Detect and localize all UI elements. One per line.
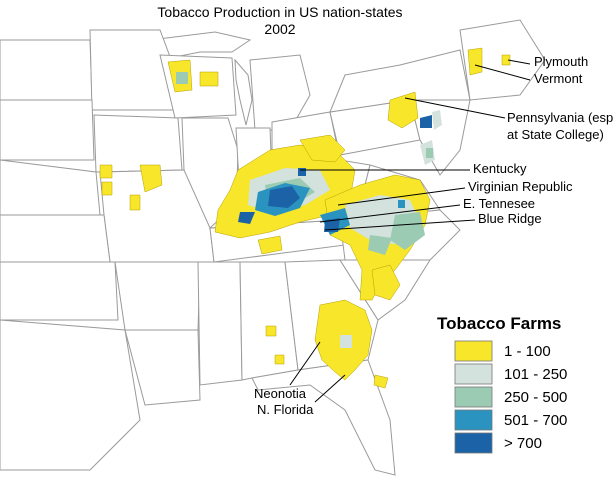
region-minnesota: [89, 29, 176, 111]
legend-title: Tobacco Farms: [437, 314, 561, 333]
callout-plymouth: Plymouth: [534, 54, 588, 69]
callout-neonotia: Neonotia: [254, 386, 307, 401]
legend-swatch: [454, 409, 493, 431]
lake-michigan: [234, 58, 253, 126]
patch-virginia-blue: [320, 200, 405, 235]
legend-label: 250 - 500: [504, 389, 567, 406]
region-mississippi: [197, 261, 243, 386]
patch-georgia-light: [340, 335, 352, 348]
patch-maryland-green: [426, 148, 433, 158]
region-south-dakota: [0, 99, 95, 161]
patch-kentucky-dark: [238, 168, 306, 224]
callout-lines: [289, 59, 531, 403]
legend-swatch: [454, 363, 493, 385]
legend: Tobacco Farms 1 - 100 101 - 250 250 - 500 5…: [437, 314, 567, 454]
callout-pennsylvania-line1: Pennsylvania (esp: [507, 110, 613, 125]
patch-florida-yellow: [373, 374, 389, 389]
callout-vermont: Vermont: [534, 71, 583, 86]
patch-newengland-yellow: [467, 47, 511, 76]
region-louisiana: [124, 329, 201, 406]
callout-n-florida: N. Florida: [257, 402, 314, 417]
callout-labels: Plymouth Vermont Pennsylvania (esp at St…: [254, 54, 613, 417]
legend-label: 101 - 250: [504, 366, 567, 383]
region-oklahoma: [0, 261, 119, 321]
patch-pennsylvania-dark: [420, 115, 432, 128]
patch-pennsylvania-yellow: [387, 91, 419, 129]
region-iowa: [93, 114, 183, 173]
patch-ohio-yellow: [299, 134, 346, 163]
callout-blue-ridge: Blue Ridge: [478, 211, 542, 226]
region-arkansas: [114, 261, 201, 331]
patch-wisconsin-green: [176, 72, 188, 84]
callout-e-tennesee: E. Tennesee: [463, 196, 535, 211]
legend-label: 501 - 700: [504, 412, 567, 429]
region-michigan: [249, 54, 311, 131]
patch-missouri-yellow: [99, 164, 163, 211]
patch-alabama-yellow: [265, 325, 285, 365]
patch-tennessee-yellow: [257, 235, 283, 255]
callout-kentucky: Kentucky: [473, 161, 527, 176]
patch-pennsylvania-light: [432, 110, 442, 130]
region-texas: [0, 319, 141, 471]
map-title-line1: Tobacco Production in US nation-states: [157, 4, 402, 20]
legend-label: > 700: [504, 435, 542, 452]
region-north-dakota: [0, 39, 93, 101]
legend-items: 1 - 100 101 - 250 250 - 500 501 - 700 > 700: [454, 340, 567, 454]
legend-swatch: [454, 386, 493, 408]
callout-pennsylvania-line2: at State College): [507, 127, 604, 142]
callout-virginian-republic: Virginian Republic: [468, 179, 573, 194]
legend-swatch: [454, 432, 493, 454]
patch-virginia-green: [368, 212, 425, 255]
map-title-line2: 2002: [264, 21, 295, 37]
legend-swatch: [454, 340, 493, 362]
patch-sc-yellow: [371, 264, 401, 301]
tobacco-counties: [99, 47, 511, 389]
legend-label: 1 - 100: [504, 343, 551, 360]
region-kansas: [0, 214, 111, 263]
